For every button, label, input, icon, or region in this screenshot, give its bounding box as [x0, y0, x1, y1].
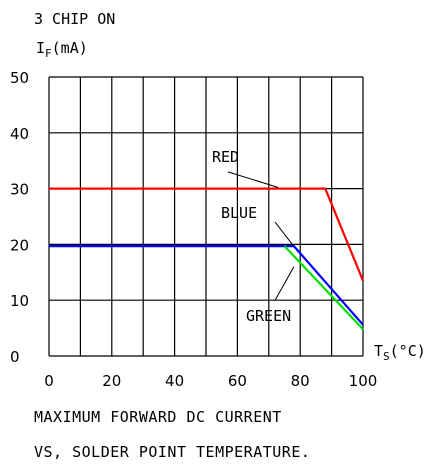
- x-axis-label: TS(°C): [374, 342, 426, 363]
- annotations: RED BLUE GREEN: [212, 148, 295, 325]
- x-tick-label: 20: [102, 372, 121, 390]
- x-tick-label: 0: [44, 372, 54, 390]
- leader-line-blue: [274, 221, 293, 245]
- series-label-blue: BLUE: [221, 204, 257, 222]
- y-tick-labels: 0 10 20 30 40 50: [10, 69, 29, 366]
- y-tick-label: 10: [10, 292, 29, 310]
- x-tick-label: 100: [349, 372, 378, 390]
- y-tick-label: 40: [10, 125, 29, 143]
- series-label-green: GREEN: [246, 307, 291, 325]
- x-tick-label: 40: [165, 372, 184, 390]
- x-tick-label: 60: [228, 372, 247, 390]
- series-label-red: RED: [212, 148, 239, 166]
- y-tick-label: 50: [10, 69, 29, 87]
- y-tick-label: 30: [10, 181, 29, 199]
- x-tick-labels: 0 20 40 60 80 100: [44, 372, 377, 390]
- plot-grid: [48, 76, 364, 357]
- y-tick-label: 0: [10, 348, 20, 366]
- leader-line-green: [274, 266, 295, 301]
- caption-line-1: MAXIMUM FORWARD DC CURRENT: [34, 408, 282, 426]
- series-line-blue: [49, 245, 364, 326]
- chart-title: 3 CHIP ON: [34, 10, 115, 28]
- y-axis-label: IF(mA): [36, 39, 88, 60]
- x-tick-label: 80: [291, 372, 310, 390]
- caption-line-2: VS, SOLDER POINT TEMPERATURE.: [34, 443, 310, 461]
- y-tick-label: 20: [10, 236, 29, 254]
- series-lines: [49, 187, 365, 330]
- series-line-green: [283, 245, 364, 330]
- series-line-red: [49, 187, 365, 282]
- leader-line-red: [227, 171, 279, 188]
